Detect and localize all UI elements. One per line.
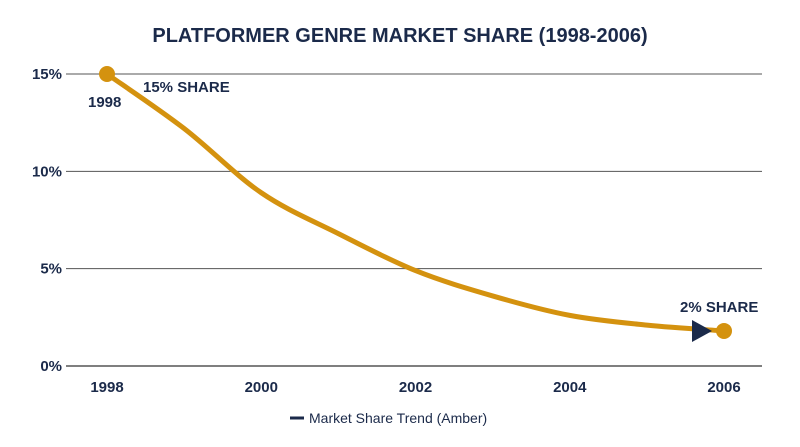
- series-line: [104, 71, 727, 334]
- start-point-marker: [99, 66, 115, 82]
- y-tick-label: 10%: [32, 163, 62, 180]
- end-share-annotation: 2% SHARE: [680, 299, 758, 316]
- legend: Market Share Trend (Amber): [290, 410, 487, 426]
- series-layer: [99, 66, 732, 342]
- x-tick-label: 2004: [553, 379, 587, 396]
- start-year-annotation: 1998: [88, 94, 121, 111]
- start-share-annotation: 15% SHARE: [143, 79, 230, 96]
- y-tick-label: 5%: [40, 261, 62, 278]
- y-axis-ticks: 0% 5% 10% 15%: [32, 66, 62, 375]
- legend-label: Market Share Trend (Amber): [309, 410, 487, 426]
- x-tick-label: 2006: [707, 379, 740, 396]
- y-tick-label: 0%: [40, 358, 62, 375]
- trend-arrowhead: [692, 319, 712, 342]
- end-point-marker: [716, 322, 732, 339]
- x-tick-label: 2000: [245, 379, 278, 396]
- x-tick-label: 1998: [90, 379, 123, 396]
- y-tick-label: 15%: [32, 66, 62, 83]
- chart-title: PLATFORMER GENRE MARKET SHARE (1998-2006…: [152, 25, 647, 47]
- x-axis-ticks: 1998 2000 2002 2004 2006: [90, 379, 740, 396]
- x-tick-label: 2002: [399, 379, 432, 396]
- grid: [66, 73, 762, 367]
